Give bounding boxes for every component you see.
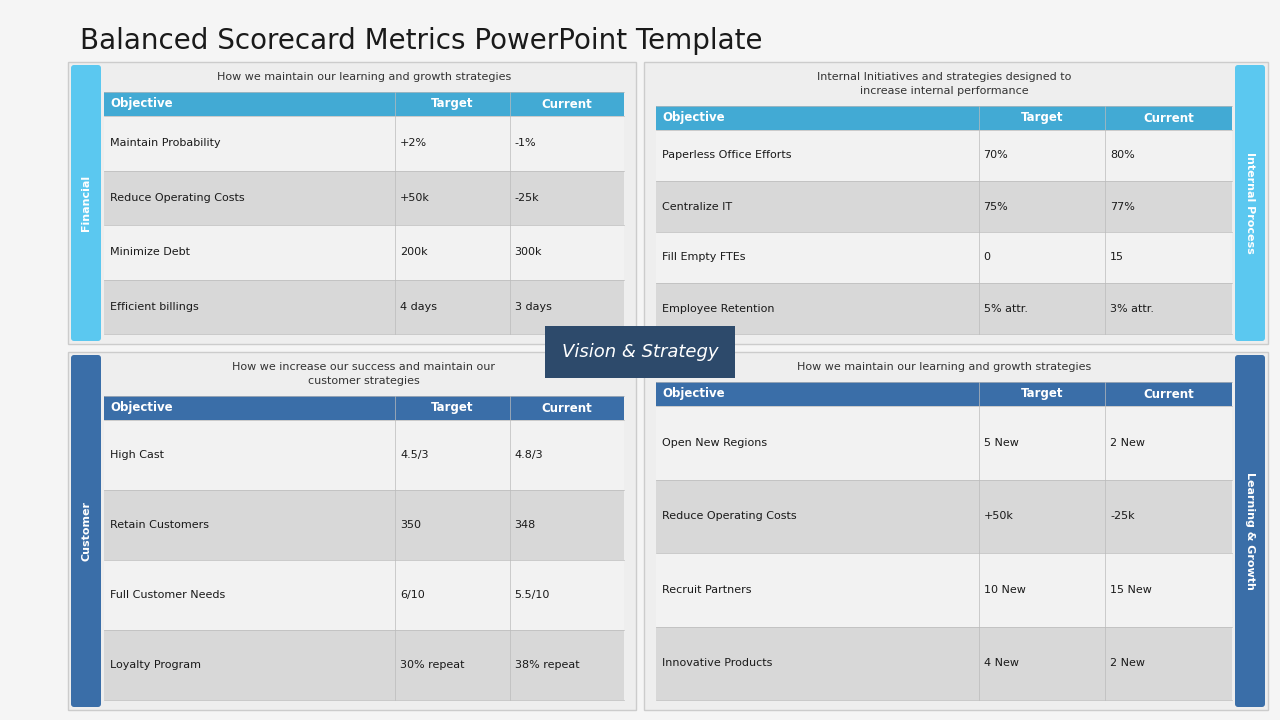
Text: 75%: 75% xyxy=(983,202,1009,212)
Text: +50k: +50k xyxy=(983,511,1014,521)
Text: 15 New: 15 New xyxy=(1110,585,1152,595)
Text: Open New Regions: Open New Regions xyxy=(662,438,767,448)
Text: Current: Current xyxy=(541,97,593,110)
Bar xyxy=(104,560,625,630)
Text: Target: Target xyxy=(431,402,474,415)
FancyBboxPatch shape xyxy=(1235,355,1265,707)
Text: 2 New: 2 New xyxy=(1110,658,1146,668)
Text: 5 New: 5 New xyxy=(983,438,1019,448)
Text: 3 days: 3 days xyxy=(515,302,552,312)
FancyBboxPatch shape xyxy=(70,355,101,707)
Text: How we increase our success and maintain our
customer strategies: How we increase our success and maintain… xyxy=(233,362,495,386)
Text: 0: 0 xyxy=(983,253,991,263)
Text: Objective: Objective xyxy=(662,387,724,400)
Text: Internal Initiatives and strategies designed to
increase internal performance: Internal Initiatives and strategies desi… xyxy=(817,73,1071,96)
Text: 200k: 200k xyxy=(401,247,428,257)
Text: 70%: 70% xyxy=(983,150,1009,161)
Text: Objective: Objective xyxy=(110,402,173,415)
Text: Recruit Partners: Recruit Partners xyxy=(662,585,751,595)
Text: Efficient billings: Efficient billings xyxy=(110,302,198,312)
Text: Centralize IT: Centralize IT xyxy=(662,202,732,212)
Bar xyxy=(68,62,636,344)
Bar xyxy=(104,396,625,420)
Text: -1%: -1% xyxy=(515,138,536,148)
Bar xyxy=(104,630,625,700)
Text: 80%: 80% xyxy=(1110,150,1135,161)
Text: 4 New: 4 New xyxy=(983,658,1019,668)
Bar xyxy=(657,626,1231,700)
Text: +50k: +50k xyxy=(401,193,430,203)
Text: Customer: Customer xyxy=(81,501,91,561)
Text: Loyalty Program: Loyalty Program xyxy=(110,660,201,670)
Text: 4 days: 4 days xyxy=(401,302,438,312)
Text: Target: Target xyxy=(1020,112,1064,125)
Text: Paperless Office Efforts: Paperless Office Efforts xyxy=(662,150,791,161)
Text: Current: Current xyxy=(1143,387,1194,400)
Text: 300k: 300k xyxy=(515,247,543,257)
Text: 4.5/3: 4.5/3 xyxy=(401,450,429,460)
Text: Balanced Scorecard Metrics PowerPoint Template: Balanced Scorecard Metrics PowerPoint Te… xyxy=(79,27,763,55)
Bar xyxy=(104,490,625,560)
Text: Employee Retention: Employee Retention xyxy=(662,304,774,313)
Text: How we maintain our learning and growth strategies: How we maintain our learning and growth … xyxy=(216,72,511,82)
Text: 5.5/10: 5.5/10 xyxy=(515,590,550,600)
Text: 2 New: 2 New xyxy=(1110,438,1146,448)
Bar xyxy=(657,382,1231,406)
Text: Current: Current xyxy=(1143,112,1194,125)
Bar xyxy=(104,92,625,116)
Bar xyxy=(104,225,625,279)
Bar xyxy=(644,62,1268,344)
Text: +2%: +2% xyxy=(401,138,428,148)
Text: 30% repeat: 30% repeat xyxy=(401,660,465,670)
Text: 38% repeat: 38% repeat xyxy=(515,660,580,670)
Text: -25k: -25k xyxy=(515,193,539,203)
Text: -25k: -25k xyxy=(1110,511,1135,521)
Text: Minimize Debt: Minimize Debt xyxy=(110,247,189,257)
Text: Objective: Objective xyxy=(110,97,173,110)
Text: Reduce Operating Costs: Reduce Operating Costs xyxy=(110,193,244,203)
Bar xyxy=(657,181,1231,232)
Text: 5% attr.: 5% attr. xyxy=(983,304,1028,313)
Bar xyxy=(104,171,625,225)
Text: 4.8/3: 4.8/3 xyxy=(515,450,543,460)
Bar xyxy=(68,352,636,710)
Bar xyxy=(657,553,1231,626)
Bar xyxy=(657,130,1231,181)
Text: 6/10: 6/10 xyxy=(401,590,425,600)
Text: 77%: 77% xyxy=(1110,202,1135,212)
Text: 350: 350 xyxy=(401,520,421,530)
Text: Current: Current xyxy=(541,402,593,415)
Text: 3% attr.: 3% attr. xyxy=(1110,304,1155,313)
Text: Target: Target xyxy=(1020,387,1064,400)
Text: 10 New: 10 New xyxy=(983,585,1025,595)
Text: 348: 348 xyxy=(515,520,536,530)
Bar xyxy=(657,283,1231,334)
Bar xyxy=(657,232,1231,283)
Bar xyxy=(104,279,625,334)
Bar xyxy=(104,116,625,171)
Bar xyxy=(104,420,625,490)
Text: How we maintain our learning and growth strategies: How we maintain our learning and growth … xyxy=(797,362,1091,372)
Text: Internal Process: Internal Process xyxy=(1245,152,1254,254)
Text: Financial: Financial xyxy=(81,175,91,231)
Text: Objective: Objective xyxy=(662,112,724,125)
Bar xyxy=(545,326,735,378)
Text: Target: Target xyxy=(431,97,474,110)
Text: Innovative Products: Innovative Products xyxy=(662,658,772,668)
Bar xyxy=(644,352,1268,710)
Text: Learning & Growth: Learning & Growth xyxy=(1245,472,1254,590)
Bar xyxy=(657,480,1231,553)
FancyBboxPatch shape xyxy=(1235,65,1265,341)
Bar xyxy=(657,406,1231,480)
Bar xyxy=(657,106,1231,130)
Text: Vision & Strategy: Vision & Strategy xyxy=(562,343,718,361)
Text: Retain Customers: Retain Customers xyxy=(110,520,209,530)
Text: High Cast: High Cast xyxy=(110,450,164,460)
Text: Fill Empty FTEs: Fill Empty FTEs xyxy=(662,253,745,263)
Text: Maintain Probability: Maintain Probability xyxy=(110,138,220,148)
Text: Reduce Operating Costs: Reduce Operating Costs xyxy=(662,511,796,521)
Text: Full Customer Needs: Full Customer Needs xyxy=(110,590,225,600)
FancyBboxPatch shape xyxy=(70,65,101,341)
Text: 15: 15 xyxy=(1110,253,1124,263)
